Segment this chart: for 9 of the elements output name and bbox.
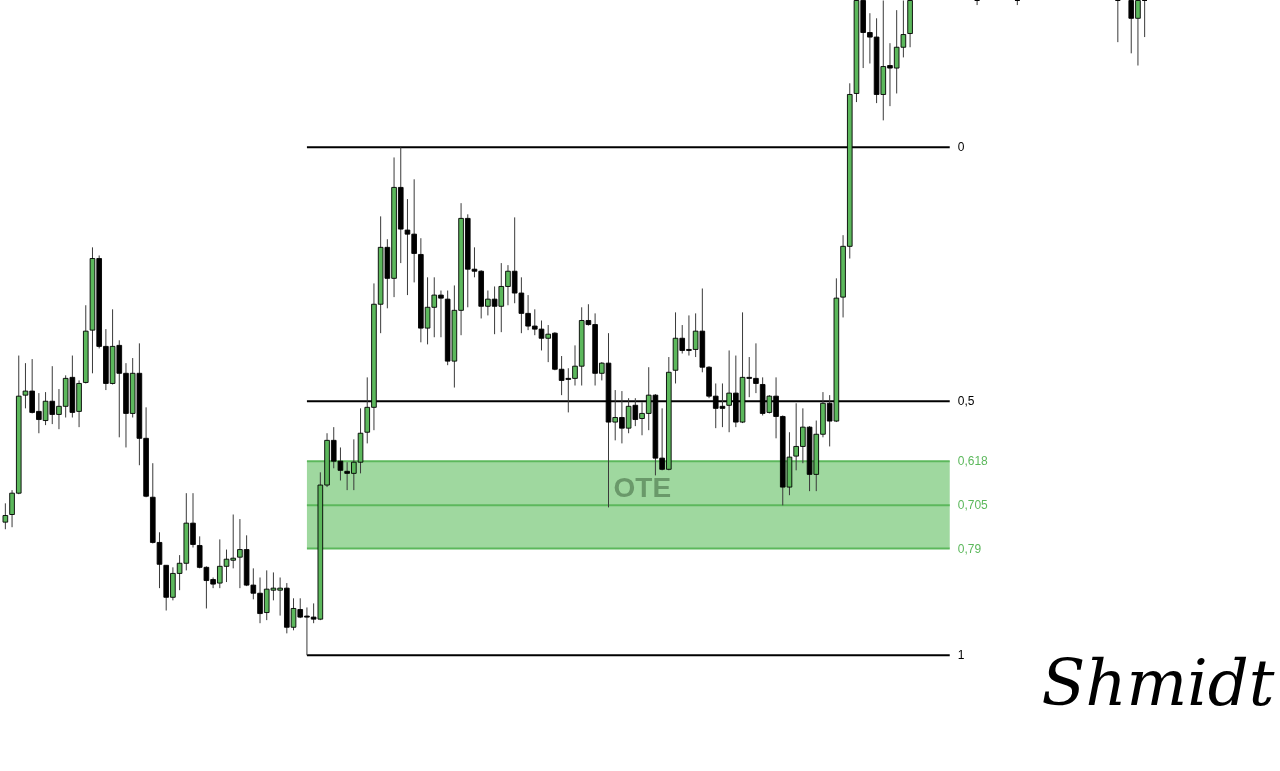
ref-line-label: 1 xyxy=(957,648,965,663)
annotation: Shmidt xyxy=(1041,646,1275,720)
ref-line-label: 0,705 xyxy=(957,498,989,513)
ref-line-label: 0,79 xyxy=(957,541,982,556)
ref-line-label: 0,5 xyxy=(957,394,975,409)
candlestick xyxy=(2,502,9,530)
ref-line-label: 0 xyxy=(957,140,965,155)
band-label: OTE xyxy=(613,472,672,504)
ref-line-label: 0,618 xyxy=(957,454,989,469)
